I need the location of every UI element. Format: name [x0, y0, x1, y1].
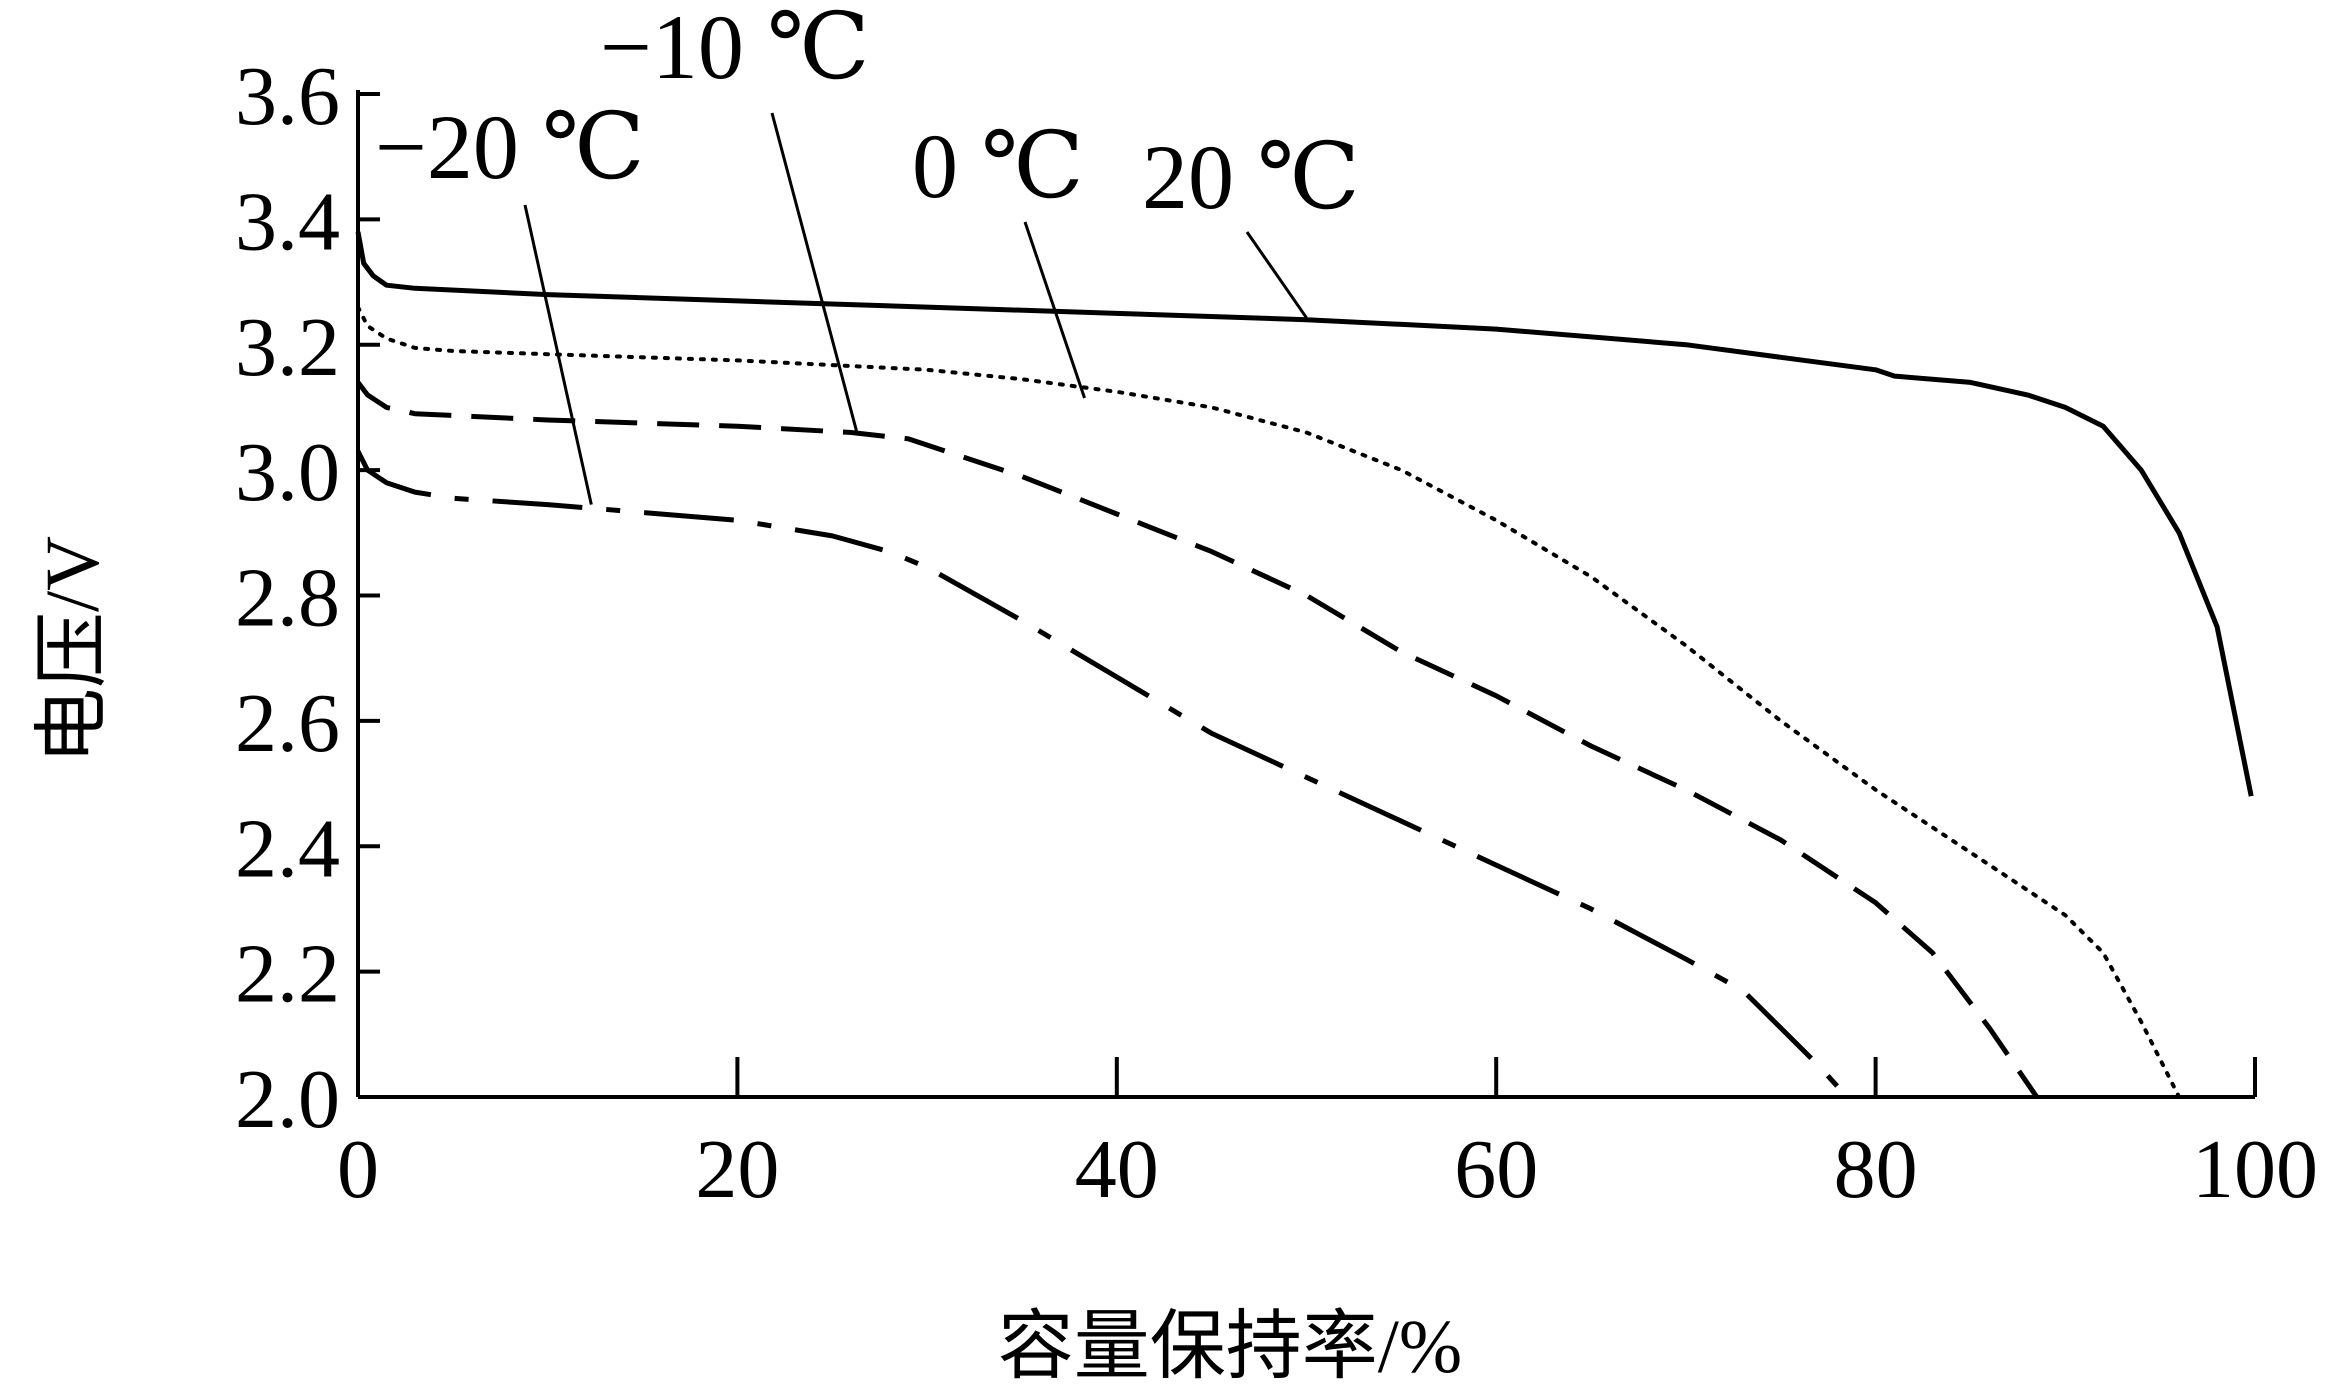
- series-line: [356, 305, 2182, 1099]
- y-tick-label: 2.8: [235, 552, 340, 645]
- x-axis-title: 容量保持率/%: [998, 1305, 1462, 1389]
- series-lines: [355, 231, 2254, 1099]
- series-line: [355, 450, 1849, 1099]
- annotation-leader-line: [523, 204, 593, 505]
- x-tick-label: 80: [1834, 1123, 1918, 1216]
- annotation-leader-line: [770, 112, 859, 433]
- y-tick-label: 2.6: [235, 677, 340, 770]
- x-tick-label: 20: [695, 1123, 779, 1216]
- series-line: [356, 380, 2039, 1099]
- series-line: [355, 231, 2254, 797]
- annotation-leader-line: [1245, 231, 1308, 319]
- x-tick-label: 40: [1075, 1123, 1159, 1216]
- curve-label: −20 ℃: [375, 96, 645, 198]
- y-tick-label: 3.2: [235, 301, 340, 394]
- y-tick-label: 3.6: [235, 50, 340, 143]
- curve-label: 0 ℃: [912, 115, 1084, 217]
- x-tick-label: 100: [2192, 1123, 2318, 1216]
- y-tick-label: 2.4: [235, 802, 340, 895]
- annotation-leader-line: [1023, 221, 1086, 399]
- y-axis-title: 电压/V: [31, 536, 115, 764]
- y-tick-label: 3.4: [235, 175, 340, 268]
- y-tick-label: 2.0: [235, 1053, 340, 1146]
- y-tick-label: 3.0: [235, 426, 340, 519]
- curve-annotations: 20 ℃ 0 ℃ −10 ℃−20 ℃: [375, 0, 1360, 505]
- curve-label: 20 ℃: [1142, 126, 1360, 228]
- x-tick-label: 0: [337, 1123, 379, 1216]
- axes: 0 20 40 60 80 100 2.0 2.2 2.4 2.6 2.8 3.0 3.2 3.4 3.6: [235, 50, 2318, 1216]
- curve-label: −10 ℃: [600, 0, 870, 98]
- y-tick-label: 2.2: [235, 928, 340, 1021]
- x-tick-label: 60: [1454, 1123, 1538, 1216]
